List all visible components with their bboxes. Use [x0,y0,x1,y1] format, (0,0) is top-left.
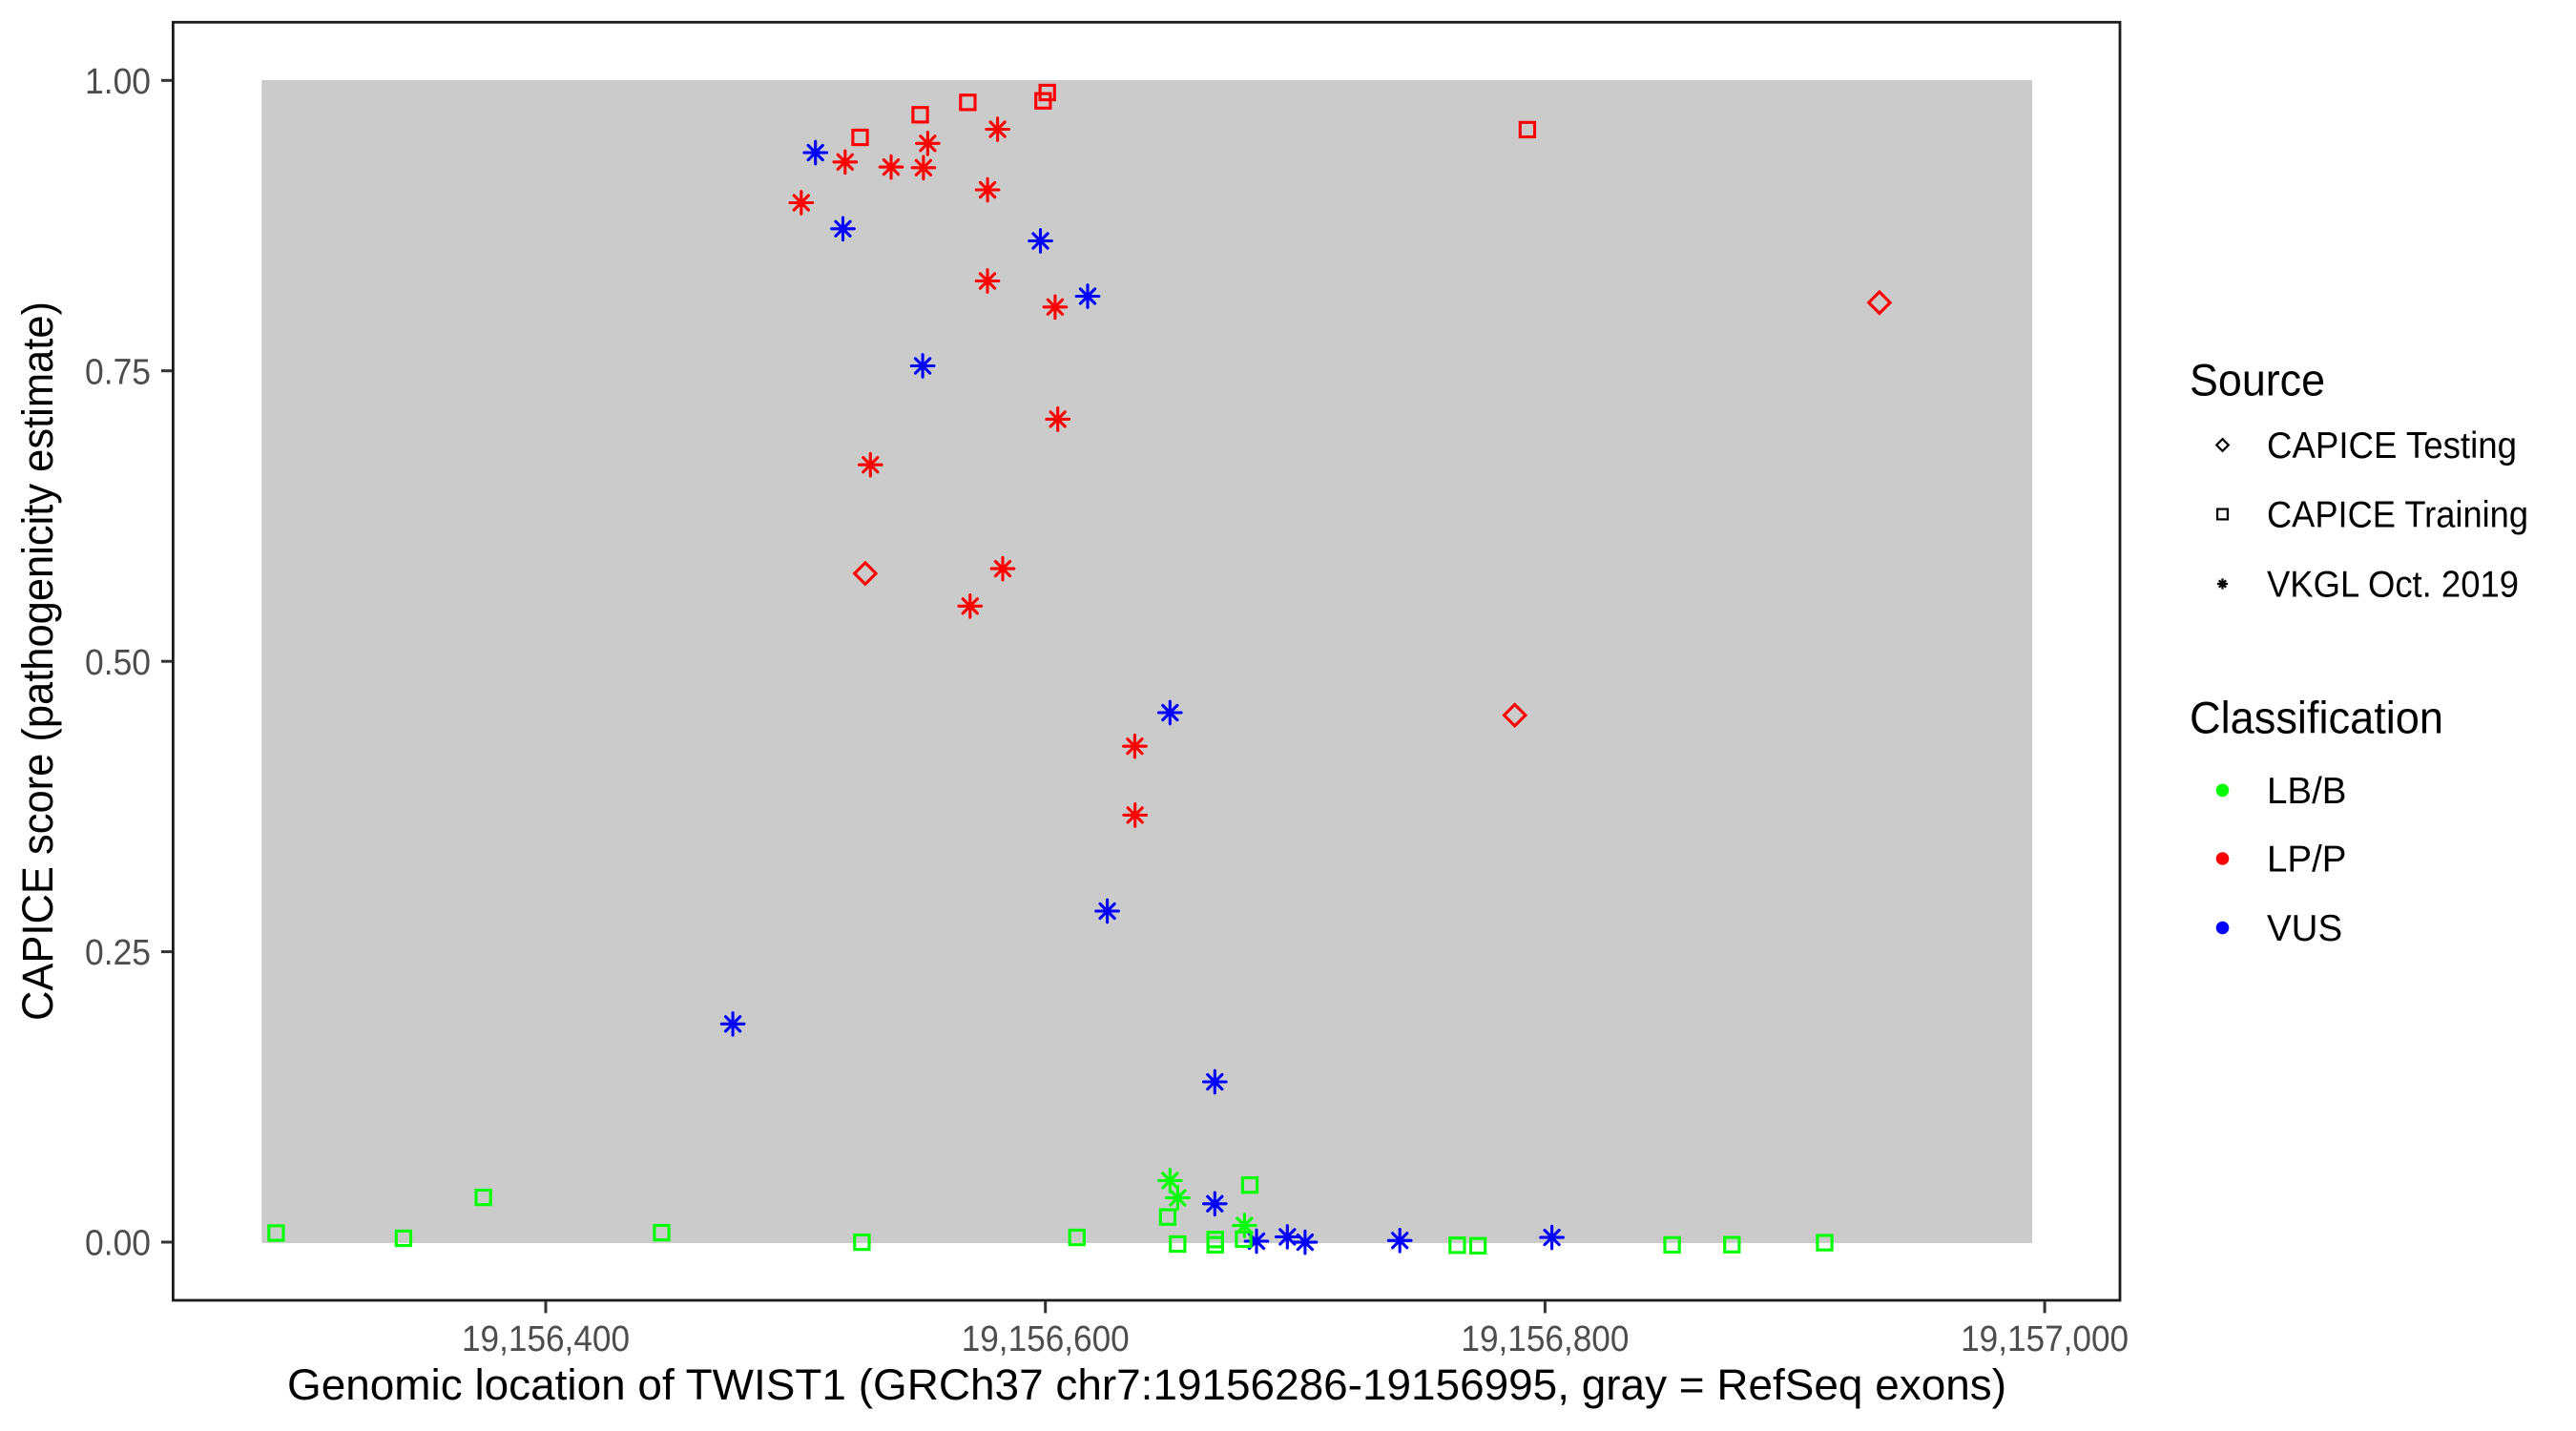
svg-text:0.50: 0.50 [85,643,151,683]
svg-text:CAPICE score (pathogenicity es: CAPICE score (pathogenicity estimate) [13,301,62,1021]
svg-text:19,156,800: 19,156,800 [1461,1319,1629,1359]
svg-text:VKGL Oct. 2019: VKGL Oct. 2019 [2267,565,2519,606]
svg-text:Source: Source [2190,355,2325,405]
svg-text:0.25: 0.25 [85,933,151,973]
svg-text:CAPICE Testing: CAPICE Testing [2267,425,2517,467]
svg-text:LP/P: LP/P [2267,840,2346,881]
svg-text:CAPICE Training: CAPICE Training [2267,495,2528,536]
svg-text:19,156,400: 19,156,400 [462,1319,630,1359]
svg-text:1.00: 1.00 [85,62,151,102]
svg-text:19,157,000: 19,157,000 [1961,1319,2129,1359]
svg-text:0.00: 0.00 [85,1224,151,1264]
svg-text:Genomic location of TWIST1 (GR: Genomic location of TWIST1 (GRCh37 chr7:… [287,1360,2006,1409]
svg-text:VUS: VUS [2267,908,2342,949]
svg-text:0.75: 0.75 [85,352,151,392]
svg-text:LB/B: LB/B [2267,771,2346,812]
svg-text:19,156,600: 19,156,600 [962,1319,1130,1359]
svg-text:Classification: Classification [2190,693,2443,743]
